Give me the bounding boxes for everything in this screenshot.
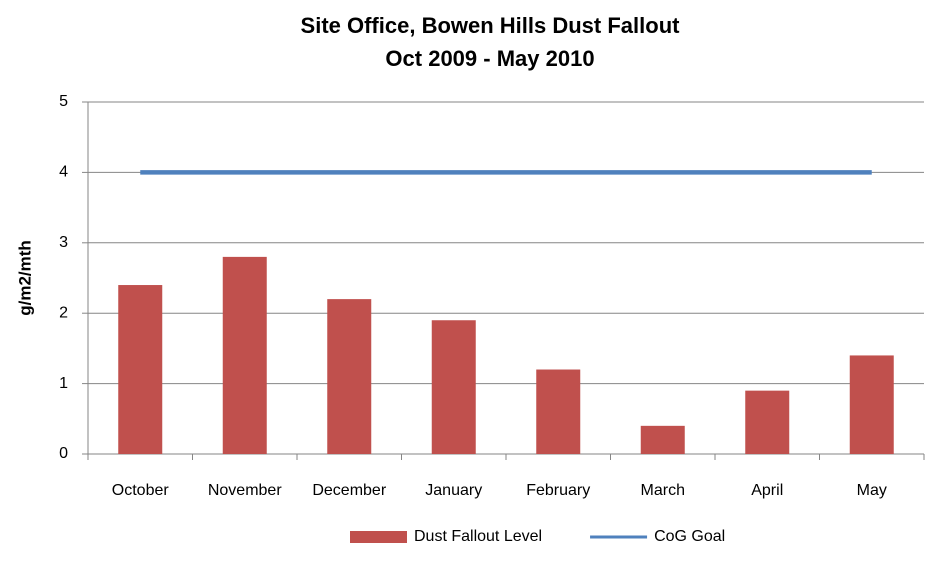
y-axis-label: g/m2/mth [15, 240, 34, 316]
x-tick-label: October [112, 482, 170, 499]
bar [327, 299, 372, 454]
bar [431, 320, 476, 454]
bar [640, 425, 685, 454]
x-tick-label: February [526, 482, 590, 499]
x-tick-label: November [208, 482, 282, 499]
legend-swatch [350, 531, 407, 543]
bar [745, 390, 790, 454]
chart-subtitle: Oct 2009 - May 2010 [385, 46, 594, 71]
bar [536, 369, 581, 454]
y-tick-label: 0 [59, 445, 68, 462]
x-tick-label: May [857, 482, 887, 499]
bar [849, 355, 894, 454]
y-tick-label: 2 [59, 304, 68, 321]
x-tick-label: March [641, 482, 685, 499]
y-tick-label: 4 [59, 164, 68, 181]
chart-title: Site Office, Bowen Hills Dust Fallout [301, 13, 681, 38]
x-tick-label: April [751, 482, 783, 499]
x-tick-label: December [312, 482, 386, 499]
y-tick-label: 5 [59, 93, 68, 110]
x-tick-label: January [425, 482, 482, 499]
legend-label: CoG Goal [654, 528, 725, 545]
y-tick-label: 3 [59, 234, 68, 251]
legend-label: Dust Fallout Level [414, 528, 542, 545]
y-tick-label: 1 [59, 375, 68, 392]
bar [118, 285, 163, 454]
bar [222, 256, 267, 454]
